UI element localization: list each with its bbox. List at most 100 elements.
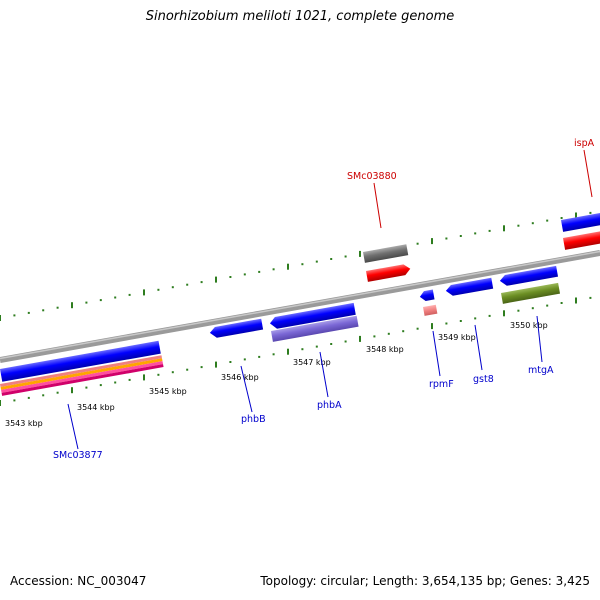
tick-mark — [459, 235, 462, 237]
tick-mark — [344, 255, 347, 258]
gene-label-mtgA: mtgA — [528, 365, 554, 376]
tick-mark — [431, 323, 433, 330]
tick-mark — [42, 394, 45, 397]
tick-mark — [143, 374, 145, 381]
genome-summary-text: Topology: circular; Length: 3,654,135 bp… — [260, 574, 590, 588]
tick-mark — [301, 348, 304, 351]
gene-label-ispA: ispA — [574, 138, 595, 149]
gene-label-phbB: phbB — [241, 414, 266, 425]
label-callouts — [67, 149, 593, 450]
tick-mark — [560, 302, 563, 304]
tick-mark — [445, 237, 448, 240]
tick-mark — [13, 314, 16, 317]
tick-mark — [186, 368, 189, 371]
tick-mark — [575, 297, 577, 304]
tick-mark — [157, 288, 160, 291]
gene-label-smc03880: SMc03880 — [347, 171, 397, 182]
tick-mark — [0, 315, 1, 321]
feature-ispA-red — [563, 230, 600, 250]
tick-label-3549: 3549 kbp — [438, 333, 476, 342]
gene-phbA[interactable] — [269, 302, 356, 330]
tick-mark — [517, 224, 520, 227]
tick-mark — [402, 330, 405, 333]
map-title: Sinorhizobium meliloti 1021, complete ge… — [145, 9, 455, 24]
accession-text: Accession: NC_003047 — [10, 574, 147, 588]
scale-tick-labels: 3543 kbp 3544 kbp 3545 kbp 3546 kbp 3547… — [5, 321, 548, 428]
tick-mark — [171, 286, 174, 289]
tick-mark — [272, 353, 275, 356]
tick-mark — [474, 317, 477, 320]
tick-mark — [287, 348, 289, 355]
tick-label-3544: 3544 kbp — [77, 403, 115, 412]
tick-mark — [56, 391, 59, 394]
tick-mark — [272, 268, 275, 271]
gene-label-gst8: gst8 — [473, 374, 494, 385]
tick-mark — [488, 314, 491, 317]
gene-gst8[interactable] — [445, 277, 494, 297]
tick-mark — [503, 310, 505, 317]
gene-mtgA[interactable] — [499, 265, 559, 287]
gene-phbB[interactable] — [209, 318, 264, 339]
tick-mark — [330, 258, 333, 260]
gene-rpmF[interactable] — [419, 289, 435, 302]
tick-mark — [243, 358, 246, 361]
tick-mark — [416, 327, 419, 330]
gene-smc03877[interactable] — [0, 340, 161, 382]
tick-label-3550: 3550 kbp — [510, 321, 548, 330]
tick-mark — [301, 263, 304, 266]
tick-mark — [387, 332, 390, 335]
tick-mark — [373, 335, 376, 338]
tick-mark — [99, 384, 102, 387]
feature-rpmF-pink — [423, 304, 438, 316]
tick-label-3543: 3543 kbp — [5, 419, 43, 428]
tick-mark — [42, 309, 45, 312]
tick-mark — [99, 299, 102, 302]
tick-mark — [114, 296, 117, 299]
tick-mark — [128, 293, 131, 296]
tick-mark — [243, 273, 246, 276]
tick-mark — [474, 232, 477, 235]
tick-mark — [114, 381, 117, 384]
tick-mark — [315, 345, 318, 348]
gene-smc03880[interactable] — [363, 244, 409, 263]
gene-ispA[interactable] — [561, 212, 600, 232]
tick-mark — [71, 302, 73, 309]
tick-mark — [85, 301, 88, 304]
tick-mark — [186, 283, 189, 286]
tick-mark — [27, 311, 30, 314]
tick-mark — [56, 306, 59, 309]
tick-mark — [575, 212, 577, 219]
feature-phbA-domain — [271, 315, 359, 342]
tick-mark — [315, 260, 318, 263]
tick-mark — [445, 322, 448, 325]
genome-backbone — [0, 250, 600, 363]
tick-mark — [287, 263, 289, 270]
gene-labels: SMc03877 phbB phbA rpmF gst8 mtgA SMc038… — [53, 138, 595, 461]
tick-mark — [330, 343, 333, 345]
tick-mark — [229, 361, 232, 363]
tick-mark — [503, 225, 505, 232]
gene-label-smc03877: SMc03877 — [53, 450, 103, 461]
tick-mark — [13, 399, 16, 402]
tick-mark — [229, 276, 232, 278]
tick-mark — [258, 270, 261, 273]
tick-mark — [200, 366, 203, 369]
tick-mark — [488, 229, 491, 232]
tick-label-3548: 3548 kbp — [366, 345, 404, 354]
tick-label-3546: 3546 kbp — [221, 373, 259, 382]
tick-mark — [157, 373, 160, 376]
tick-mark — [0, 400, 1, 406]
gene-features — [0, 212, 600, 396]
tick-mark — [27, 396, 30, 399]
tick-mark — [128, 378, 131, 381]
tick-mark — [344, 340, 347, 343]
tick-mark — [143, 289, 145, 296]
tick-label-3545: 3545 kbp — [149, 387, 187, 396]
tick-mark — [560, 217, 563, 219]
tick-label-3547: 3547 kbp — [293, 358, 331, 367]
tick-mark — [359, 250, 361, 257]
tick-mark — [359, 335, 361, 342]
tick-mark — [416, 242, 419, 245]
feature-stripes — [0, 355, 164, 396]
